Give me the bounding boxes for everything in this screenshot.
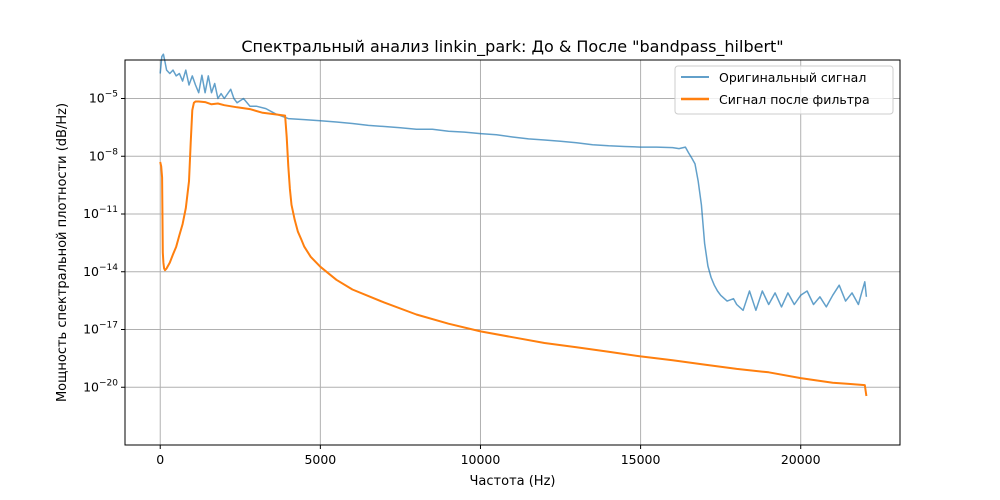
x-axis-label: Частота (Hz) <box>470 474 556 489</box>
y-tick-label: 10−5 <box>89 90 118 106</box>
y-tick-label-exponent: −8 <box>105 147 119 157</box>
legend: Оригинальный сигнал Сигнал после фильтра <box>674 65 894 115</box>
y-tick-label-base: 10 <box>89 148 105 163</box>
y-axis-label: Мощность спектральной плотности (dB/Hz) <box>55 103 70 402</box>
y-tick-label: 10−11 <box>83 205 118 221</box>
y-tick-label-exponent: −17 <box>99 321 118 331</box>
y-tick-label: 10−20 <box>83 378 118 394</box>
plot-lines <box>159 53 868 397</box>
y-tick-label-base: 10 <box>83 379 99 394</box>
y-tick-label-base: 10 <box>89 91 105 106</box>
y-tick-label-exponent: −14 <box>99 263 118 273</box>
y-tick-label-base: 10 <box>83 206 99 221</box>
y-tick-label-exponent: −20 <box>99 378 118 388</box>
series-line-filtered <box>159 100 868 397</box>
x-tick-label: 20000 <box>781 452 821 467</box>
legend-box <box>674 65 894 115</box>
x-tick-label: 0 <box>156 452 164 467</box>
plot-frame <box>124 59 901 446</box>
y-tick-label: 10−17 <box>83 321 118 337</box>
y-tick-label: 10−14 <box>83 263 118 279</box>
chart-title: Спектральный анализ linkin_park: До & По… <box>241 37 783 57</box>
y-tick-label-base: 10 <box>83 322 99 337</box>
y-tick-label-exponent: −11 <box>99 205 118 215</box>
x-axis-ticks: 0 5000 10000 15000 20000 <box>156 445 821 467</box>
y-tick-label-base: 10 <box>83 264 99 279</box>
y-tick-label-exponent: −5 <box>105 90 118 100</box>
x-tick-label: 15000 <box>621 452 661 467</box>
series-line-original <box>159 53 868 312</box>
legend-label-filtered: Сигнал после фильтра <box>719 92 870 107</box>
grid <box>125 60 900 445</box>
legend-label-original: Оригинальный сигнал <box>719 70 866 85</box>
x-tick-label: 10000 <box>461 452 501 467</box>
x-tick-label: 5000 <box>304 452 336 467</box>
y-tick-label: 10−8 <box>89 147 118 163</box>
